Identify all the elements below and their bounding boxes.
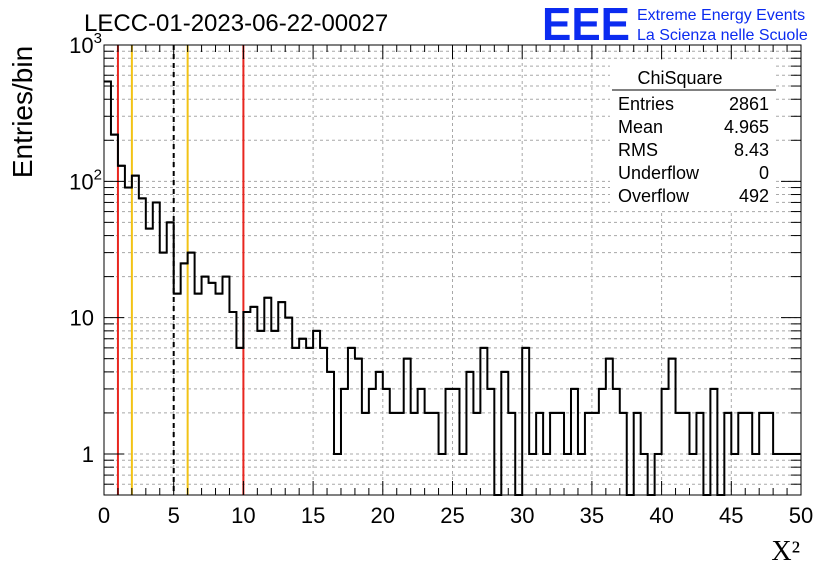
eee-logo-line2: La Scienza nelle Scuole	[637, 27, 808, 44]
x-tick-label: 40	[649, 503, 673, 528]
stats-underflow-value: 0	[759, 163, 769, 183]
y-tick-label: 103	[69, 30, 102, 58]
stats-mean-label: Mean	[618, 117, 663, 137]
stats-box: ChiSquare Entries 2861 Mean 4.965 RMS 8.…	[610, 62, 776, 210]
stats-rms-value: 8.43	[734, 140, 769, 160]
stats-overflow-label: Overflow	[618, 186, 690, 206]
x-tick-label: 0	[98, 503, 110, 528]
y-tick-label: 1	[82, 442, 94, 467]
tick-layer	[103, 44, 802, 496]
x-tick-label: 35	[580, 503, 604, 528]
y-tick-label: 10	[70, 306, 94, 331]
stats-mean-value: 4.965	[724, 117, 769, 137]
histogram-layer	[104, 80, 801, 496]
x-tick-label: 5	[168, 503, 180, 528]
stats-underflow-label: Underflow	[618, 163, 700, 183]
stats-title: ChiSquare	[637, 68, 722, 88]
stats-overflow-value: 492	[739, 186, 769, 206]
eee-logo-line1: Extreme Energy Events	[637, 7, 805, 24]
x-tick-label: 10	[231, 503, 255, 528]
stats-rms-label: RMS	[618, 140, 658, 160]
run-title: LECC-01-2023-06-22-00027	[84, 10, 388, 37]
x-tick-label: 15	[301, 503, 325, 528]
eee-logo-group: EEE Extreme Energy Events La Scienza nel…	[542, 0, 808, 50]
eee-logo: EEE	[542, 0, 630, 50]
stats-entries-value: 2861	[729, 94, 769, 114]
stats-entries-label: Entries	[618, 94, 674, 114]
x-tick-label: 30	[510, 503, 534, 528]
y-tick-label: 102	[69, 166, 102, 194]
x-tick-label: 25	[440, 503, 464, 528]
x-tick-label: 20	[371, 503, 395, 528]
y-axis-title: Entries/bin	[7, 46, 38, 178]
tick-label-layer: 0 5 10 15 20 25 30 35 40 45 50 1 10 102 103	[69, 30, 813, 528]
x-axis-title: X²	[771, 536, 800, 567]
x-tick-label: 50	[789, 503, 813, 528]
x-tick-label: 45	[719, 503, 743, 528]
